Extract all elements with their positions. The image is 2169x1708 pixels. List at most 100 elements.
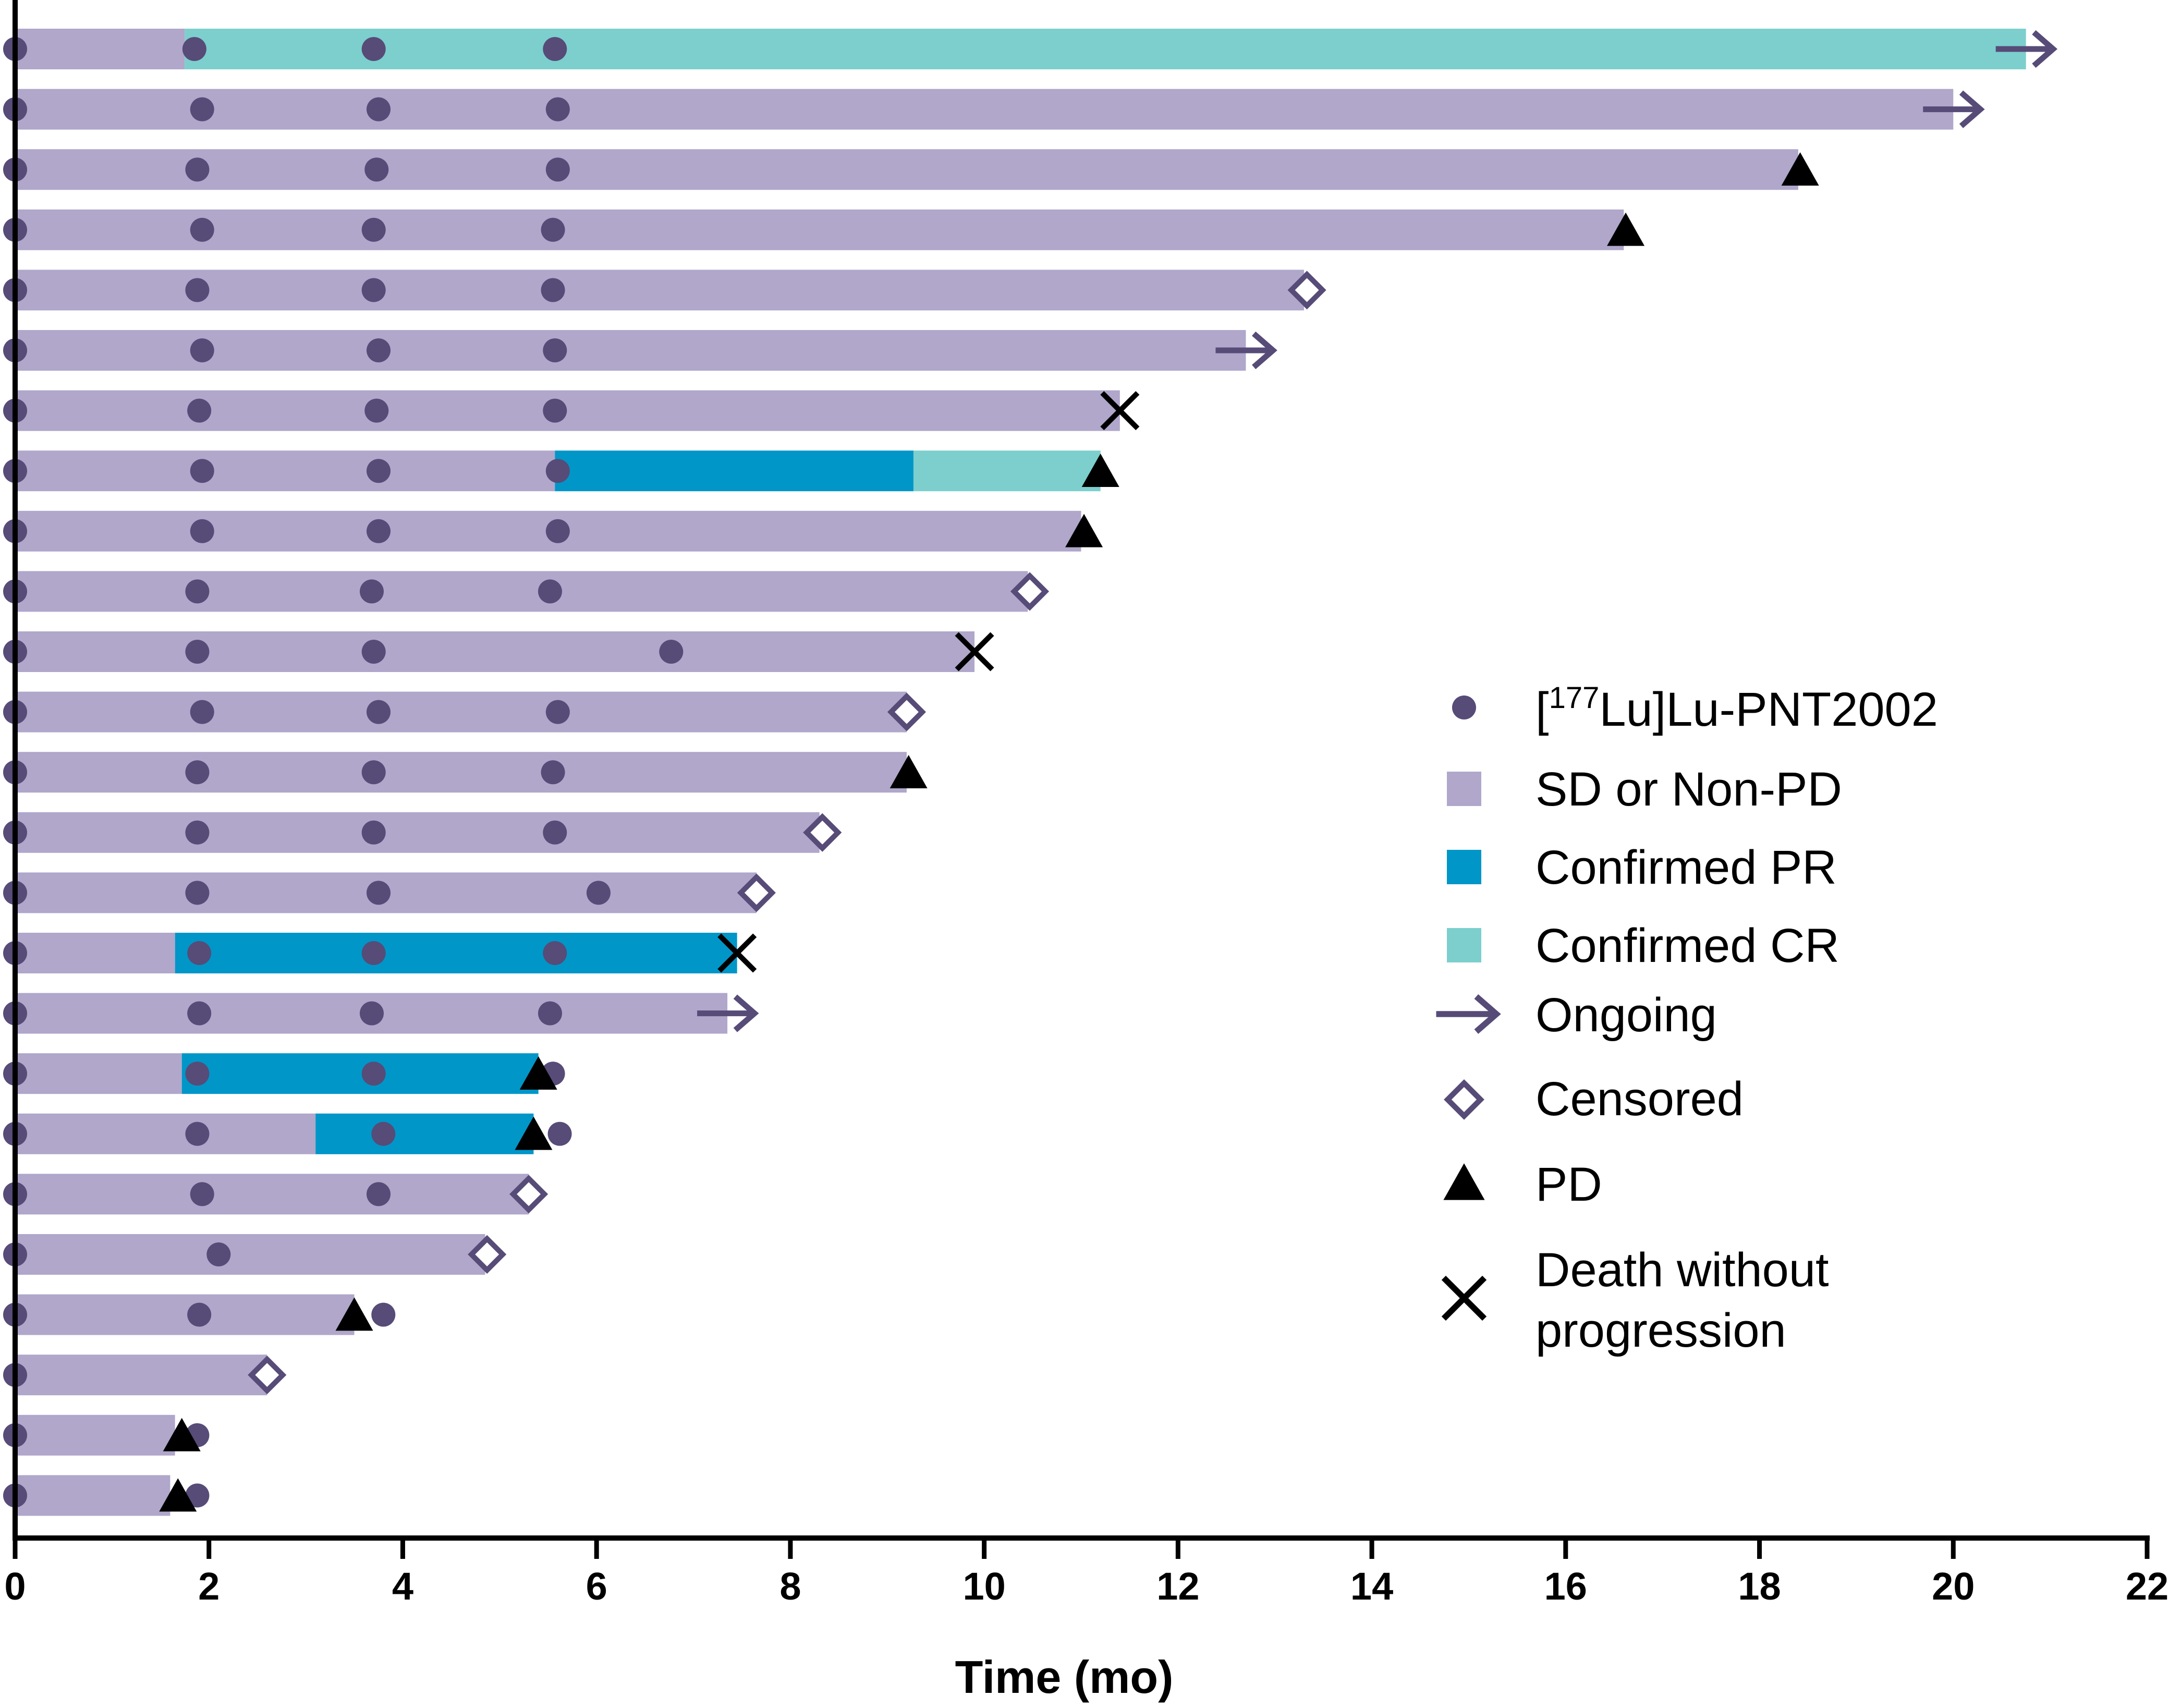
dose-dot	[187, 398, 212, 423]
dose-dot	[185, 640, 210, 664]
response-segment-sd	[15, 1294, 355, 1335]
x-tick-label: 10	[962, 1565, 1005, 1608]
legend-label: SD or Non-PD	[1536, 763, 1842, 816]
dose-dot	[366, 338, 391, 362]
dose-dot	[543, 941, 567, 965]
patient-row	[15, 752, 907, 793]
dose-dot	[190, 519, 214, 543]
dose-dot	[543, 398, 567, 423]
dose-dot	[364, 157, 389, 182]
x-tick-label: 16	[1544, 1565, 1587, 1608]
response-segment-sd	[15, 752, 907, 793]
legend-item-pd: PD	[1443, 1158, 1602, 1211]
dose-dot	[659, 640, 684, 664]
dose-dot	[187, 1302, 212, 1327]
patient-row	[15, 631, 975, 672]
legend-label: Death without	[1536, 1243, 1829, 1297]
patient-row	[15, 450, 1101, 492]
patient-row	[15, 812, 820, 853]
censored-diamond	[887, 692, 927, 731]
pd-triangle	[1081, 454, 1119, 487]
response-segment-cr	[913, 450, 1101, 492]
patient-row	[15, 390, 1120, 431]
patient-row	[15, 1475, 170, 1516]
dose-dot	[359, 579, 384, 604]
dose-dot	[547, 1121, 572, 1146]
dose-dot	[545, 519, 570, 543]
dose-dot	[187, 941, 212, 965]
x-axis: 0 2 4 6 8 10 12 14 16 18 20 22	[4, 0, 2168, 1608]
dose-dot	[541, 760, 565, 785]
death-cross	[1100, 391, 1140, 431]
ongoing-arrow	[1215, 331, 1277, 370]
death-cross	[717, 933, 757, 973]
dose-dot	[361, 820, 386, 845]
dose-dot	[361, 760, 386, 785]
response-segment-sd	[15, 149, 1798, 190]
legend-item-dose: [177Lu]Lu-PNT2002	[1452, 681, 1938, 736]
censored-diamond	[468, 1235, 507, 1274]
response-segment-sd	[15, 631, 975, 672]
dose-dot	[361, 217, 386, 242]
legend-label: Ongoing	[1536, 989, 1717, 1042]
response-segment-sd	[15, 812, 820, 853]
response-segment-sd	[15, 29, 185, 69]
censored-diamond	[803, 813, 842, 852]
patient-row	[15, 149, 1798, 190]
dose-dot	[543, 820, 567, 845]
dose-dot	[538, 579, 562, 604]
dose-dot	[545, 700, 570, 724]
dose-dot	[185, 1483, 210, 1508]
dose-dot	[545, 459, 570, 483]
patient-row	[15, 1355, 267, 1396]
censored-diamond	[1010, 572, 1050, 611]
legend-censored-diamond	[1444, 1079, 1484, 1120]
response-segment-pr	[555, 450, 913, 492]
dose-dot	[586, 881, 611, 905]
dose-dot	[543, 338, 567, 362]
legend-label: PD	[1536, 1158, 1602, 1211]
legend-item-censored: Censored	[1444, 1072, 1744, 1126]
dose-dot	[187, 1001, 212, 1026]
legend-item-death: Death without progression	[1441, 1243, 1829, 1357]
patient-row	[15, 1234, 485, 1275]
pd-triangle	[1607, 212, 1645, 246]
dose-dot	[361, 1062, 386, 1086]
response-segment-sd	[15, 270, 1304, 311]
pd-triangle	[515, 1116, 553, 1150]
patient-row	[15, 691, 907, 733]
patient-row	[15, 330, 1246, 371]
x-tick-label: 12	[1156, 1565, 1199, 1608]
censored-diamond	[737, 873, 776, 912]
x-axis-title: Time (mo)	[955, 1651, 1174, 1703]
legend-item-pr: Confirmed PR	[1447, 841, 1837, 894]
response-segment-sd	[15, 933, 175, 973]
dose-dot	[185, 157, 210, 182]
x-tick-label: 22	[2126, 1565, 2168, 1608]
patient-row	[15, 209, 1624, 250]
dose-dot	[359, 1001, 384, 1026]
response-segment-sd	[15, 450, 555, 492]
pd-triangle	[1781, 152, 1819, 186]
legend: [177Lu]Lu-PNT2002 SD or Non-PD Confirmed P…	[1436, 681, 1938, 1357]
dose-dot	[545, 97, 570, 121]
dose-dot	[371, 1121, 396, 1146]
pd-triangle	[335, 1297, 373, 1331]
response-segment-cr	[185, 29, 2026, 69]
death-cross	[955, 632, 994, 672]
patient-row	[15, 1174, 529, 1215]
dose-dot	[541, 278, 565, 302]
dose-dot	[366, 459, 391, 483]
dose-dot	[206, 1242, 231, 1266]
response-segment-pr	[175, 933, 737, 973]
dose-dot	[361, 941, 386, 965]
response-segment-sd	[15, 1174, 529, 1215]
response-segment-sd	[15, 691, 907, 733]
legend-swatch-pr	[1447, 850, 1481, 884]
response-segment-sd	[15, 1113, 316, 1154]
dose-dot	[190, 97, 214, 121]
censored-diamond	[248, 1356, 287, 1395]
legend-death-cross	[1441, 1275, 1487, 1321]
legend-label: Censored	[1536, 1072, 1744, 1126]
